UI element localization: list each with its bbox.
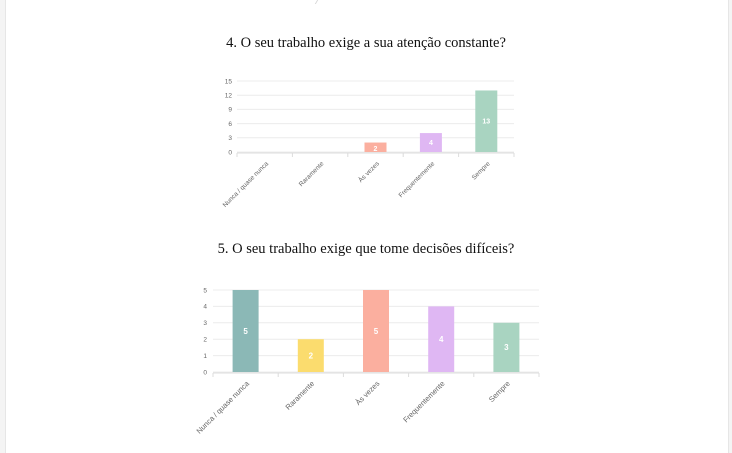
x-category-label: Às vezes [354,379,382,407]
bar [297,339,324,372]
bar [475,90,498,152]
bar-value-label: 2 [309,351,314,360]
question-4-title: 4. O seu trabalho exige a sua atenção co… [226,35,506,51]
bar-value-label: 5 [374,327,379,336]
y-tick-label: 15 [225,78,233,85]
y-tick-label: 5 [203,287,207,294]
bar-value-label: 4 [439,335,444,344]
y-tick-label: 3 [228,135,232,142]
y-tick-label: 3 [203,320,207,327]
x-category-label: Frequentemente [401,379,446,424]
x-category-label: Raramente [284,379,317,412]
y-tick-label: 12 [225,93,233,100]
bar [364,142,387,152]
bar-value-label: 2 [374,146,378,153]
document-page [5,0,729,453]
bar [232,290,259,372]
y-tick-label: 9 [228,107,232,114]
y-tick-label: 0 [228,149,232,156]
bar [363,290,389,372]
x-category-label: Nunca / quase nunca [195,378,252,435]
y-tick-label: 2 [203,337,207,344]
y-tick-label: 4 [203,304,207,311]
bar-value-label: 3 [504,343,509,352]
bar [428,306,455,372]
y-tick-label: 6 [228,121,232,128]
bar [493,322,520,372]
y-tick-label: 1 [203,353,207,360]
bar-value-label: 13 [482,119,490,126]
x-category-label: Sempre [487,379,512,404]
question-5-title: 5. O seu trabalho exige que tome decisõe… [217,241,515,257]
bar [419,133,442,152]
bar-value-label: 4 [429,140,433,147]
y-tick-label: 0 [203,369,207,376]
bar-value-label: 5 [243,327,248,336]
